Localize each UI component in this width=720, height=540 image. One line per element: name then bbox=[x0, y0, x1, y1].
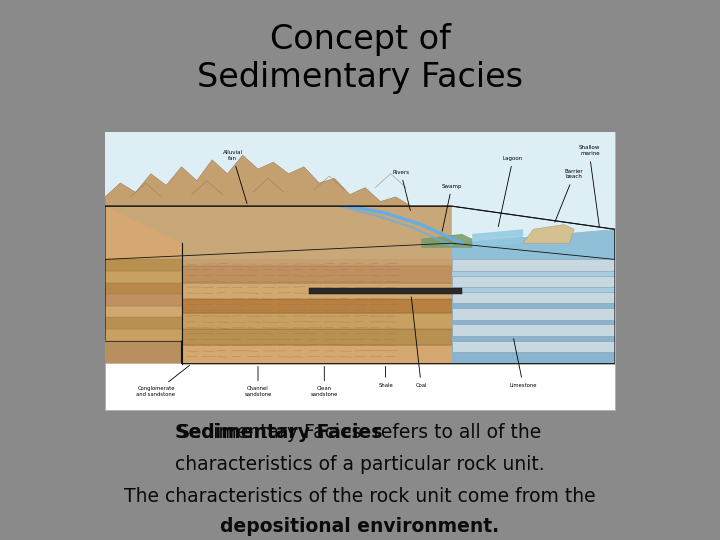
Text: Rivers: Rivers bbox=[392, 170, 410, 211]
Polygon shape bbox=[105, 206, 181, 363]
Text: Clean
sandstone: Clean sandstone bbox=[310, 367, 338, 397]
Bar bbox=[105, 329, 181, 341]
Bar bbox=[105, 282, 181, 294]
Polygon shape bbox=[472, 230, 523, 248]
Polygon shape bbox=[421, 234, 472, 248]
Bar bbox=[105, 318, 181, 329]
Bar bbox=[452, 275, 615, 287]
Text: Conglomerate
and sandstone: Conglomerate and sandstone bbox=[137, 366, 189, 397]
Bar bbox=[181, 299, 615, 313]
Text: Swamp: Swamp bbox=[441, 184, 462, 231]
Polygon shape bbox=[105, 206, 181, 341]
Text: Sedimentary Facies: Sedimentary Facies bbox=[175, 423, 382, 442]
Bar bbox=[181, 259, 615, 363]
Polygon shape bbox=[105, 155, 452, 206]
Bar bbox=[452, 325, 615, 336]
Text: Alluvial
fan: Alluvial fan bbox=[222, 150, 247, 204]
Polygon shape bbox=[523, 225, 575, 243]
Text: Sedimentary Facies  refers to all of the: Sedimentary Facies refers to all of the bbox=[179, 423, 541, 442]
Text: Coal: Coal bbox=[411, 297, 427, 388]
Bar bbox=[181, 345, 615, 363]
Bar bbox=[452, 259, 615, 363]
Bar bbox=[181, 329, 615, 345]
Text: characteristics of a particular rock unit.: characteristics of a particular rock uni… bbox=[175, 456, 545, 475]
Polygon shape bbox=[452, 230, 615, 259]
Bar bbox=[452, 259, 615, 271]
Bar bbox=[452, 294, 615, 363]
Bar bbox=[452, 292, 615, 303]
Bar bbox=[105, 259, 181, 271]
Polygon shape bbox=[105, 206, 615, 259]
Bar bbox=[105, 132, 615, 410]
Bar bbox=[105, 306, 181, 318]
Text: Limestone: Limestone bbox=[510, 339, 537, 388]
Text: Channel
sandstone: Channel sandstone bbox=[244, 367, 271, 397]
Bar bbox=[452, 341, 615, 352]
Text: Shallow
marine: Shallow marine bbox=[578, 145, 600, 227]
Bar bbox=[105, 294, 181, 306]
Bar bbox=[452, 308, 615, 320]
Text: Sedimentary Facies: Sedimentary Facies bbox=[197, 62, 523, 94]
Bar bbox=[181, 266, 615, 282]
Text: Lagoon: Lagoon bbox=[498, 156, 523, 227]
Bar bbox=[181, 313, 615, 329]
Bar bbox=[181, 282, 615, 299]
Bar bbox=[105, 132, 615, 237]
Text: The characteristics of the rock unit come from the: The characteristics of the rock unit com… bbox=[124, 488, 596, 507]
Bar bbox=[105, 271, 181, 282]
Text: Barrier
beach: Barrier beach bbox=[555, 168, 583, 222]
Text: Shale: Shale bbox=[378, 367, 393, 388]
Bar bbox=[309, 288, 462, 294]
Text: Concept of: Concept of bbox=[269, 24, 451, 57]
Text: depositional environment.: depositional environment. bbox=[220, 516, 500, 536]
